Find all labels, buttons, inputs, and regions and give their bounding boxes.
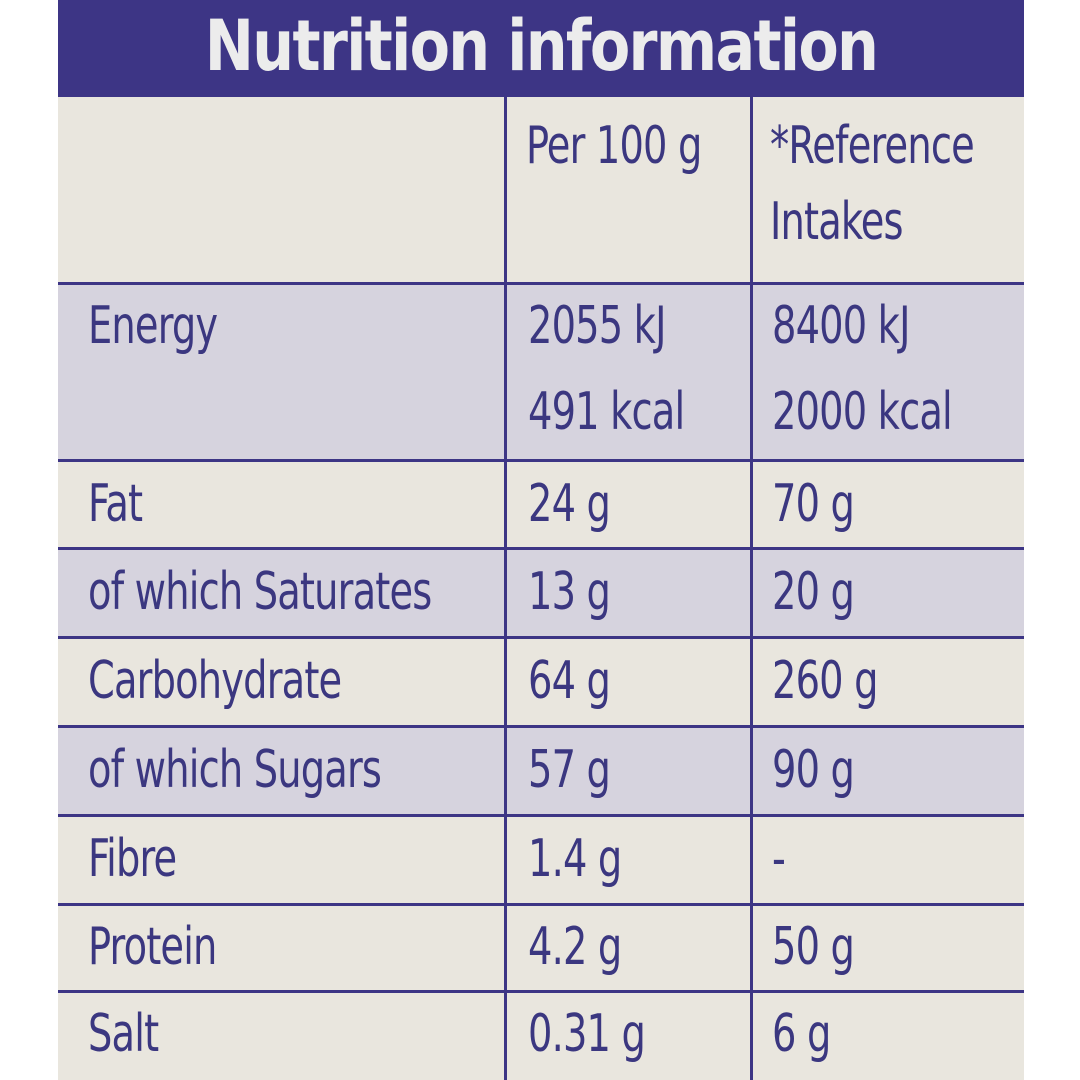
salt-ri: 6 g [772, 1004, 831, 1064]
row-label-salt: Salt [88, 1004, 159, 1064]
protein-ri: 50 g [772, 917, 855, 977]
energy-row-shade [58, 285, 1024, 460]
row-label-carbohydrate: Carbohydrate [88, 651, 342, 711]
row-divider [58, 547, 1024, 550]
saturates-per100: 13 g [528, 562, 611, 622]
fibre-ri: - [772, 829, 786, 889]
column-divider [504, 97, 507, 1080]
column-header-reference-intakes-line2: Intakes [770, 192, 904, 252]
fibre-per100: 1.4 g [528, 829, 622, 889]
saturates-ri: 20 g [772, 562, 855, 622]
energy-ri-kcal: 2000 kcal [772, 382, 953, 442]
row-label-fibre: Fibre [88, 829, 177, 889]
sugars-row-shade [58, 728, 1024, 815]
saturates-row-shade [58, 550, 1024, 637]
row-divider [58, 990, 1024, 993]
protein-per100: 4.2 g [528, 917, 622, 977]
row-label-sugars: of which Sugars [88, 740, 382, 800]
row-divider [58, 282, 1024, 285]
energy-per100-kj: 2055 kJ [528, 296, 666, 356]
row-divider [58, 459, 1024, 462]
row-divider [58, 903, 1024, 906]
row-divider [58, 725, 1024, 728]
row-divider [58, 814, 1024, 817]
row-divider [58, 636, 1024, 639]
row-label-fat: Fat [88, 474, 143, 534]
carbohydrate-ri: 260 g [772, 651, 878, 711]
column-divider [750, 97, 753, 1080]
fat-per100: 24 g [528, 474, 611, 534]
table-header: Nutrition information [58, 0, 1024, 97]
carbohydrate-per100: 64 g [528, 651, 611, 711]
salt-per100: 0.31 g [528, 1004, 646, 1064]
sugars-per100: 57 g [528, 740, 611, 800]
row-label-energy: Energy [88, 296, 218, 356]
nutrition-table: Nutrition information Per 100 g *Referen… [58, 0, 1024, 1080]
column-header-per-100g: Per 100 g [526, 116, 702, 176]
energy-ri-kj: 8400 kJ [772, 296, 910, 356]
fat-ri: 70 g [772, 474, 855, 534]
row-label-saturates: of which Saturates [88, 562, 432, 622]
table-title: Nutrition information [204, 5, 879, 87]
row-label-protein: Protein [88, 917, 217, 977]
column-header-reference-intakes-line1: *Reference [770, 116, 975, 176]
energy-per100-kcal: 491 kcal [528, 382, 685, 442]
sugars-ri: 90 g [772, 740, 855, 800]
